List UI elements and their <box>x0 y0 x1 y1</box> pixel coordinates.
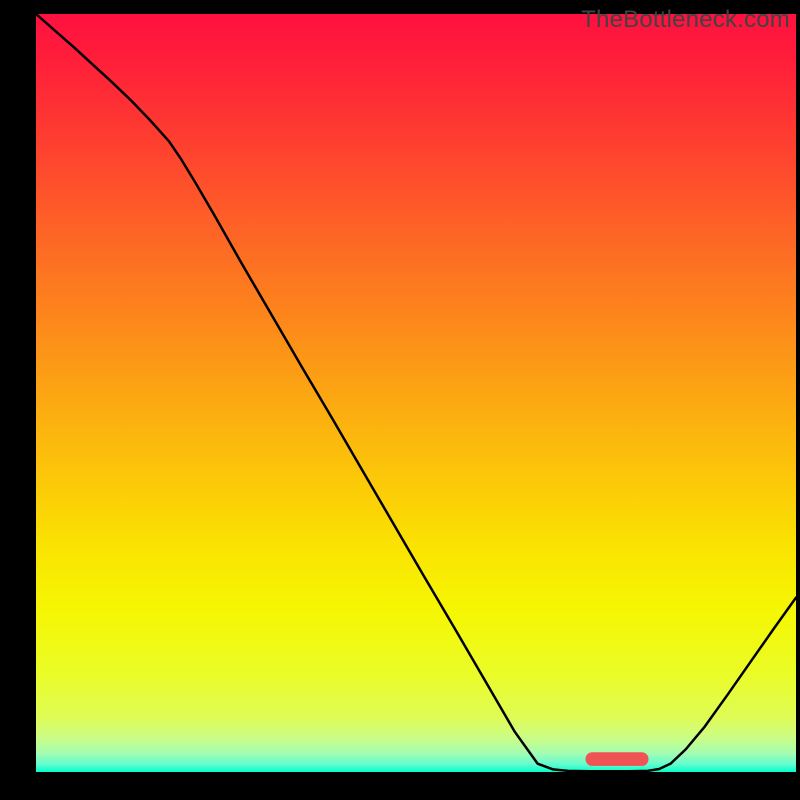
optimal-range-marker <box>585 752 648 766</box>
chart-svg <box>36 14 796 772</box>
chart-stage: TheBottleneck.com <box>0 0 800 800</box>
plot-area: TheBottleneck.com <box>36 14 796 772</box>
gradient-background <box>36 14 796 772</box>
watermark-text: TheBottleneck.com <box>581 6 790 34</box>
